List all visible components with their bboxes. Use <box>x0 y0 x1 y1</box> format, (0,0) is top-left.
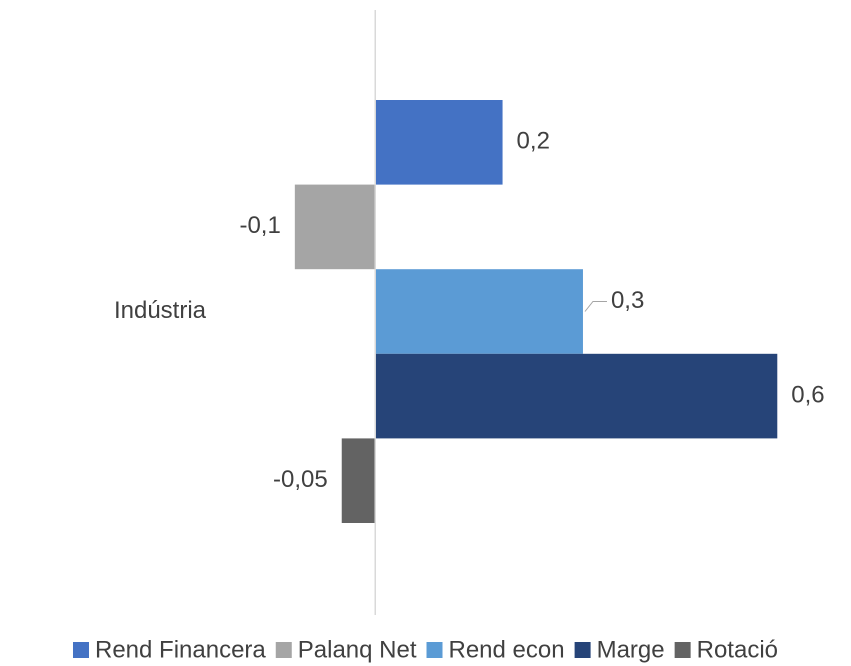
data-label: 0,3 <box>611 287 644 314</box>
legend-label: Palanq Net <box>298 636 417 663</box>
data-label: 0,6 <box>791 381 824 408</box>
bar <box>375 269 583 354</box>
data-label: 0,2 <box>517 128 550 155</box>
legend-swatch <box>574 642 591 658</box>
data-label: -0,1 <box>239 212 280 239</box>
leader-line <box>584 301 607 312</box>
legend-swatch <box>674 642 691 658</box>
legend-label: Rotació <box>697 636 778 663</box>
bar <box>375 100 503 185</box>
category-label: Indústria <box>114 297 207 324</box>
legend-label: Rend Financera <box>95 636 266 663</box>
legend-label: Marge <box>597 636 665 663</box>
legend-swatch <box>275 642 292 658</box>
legend-swatch <box>72 642 89 658</box>
legend-swatch <box>426 642 443 658</box>
bar <box>375 353 778 439</box>
data-label: -0,05 <box>273 466 328 493</box>
bar <box>341 438 376 523</box>
bar <box>294 184 376 270</box>
legend-label: Rend econ <box>449 636 565 663</box>
